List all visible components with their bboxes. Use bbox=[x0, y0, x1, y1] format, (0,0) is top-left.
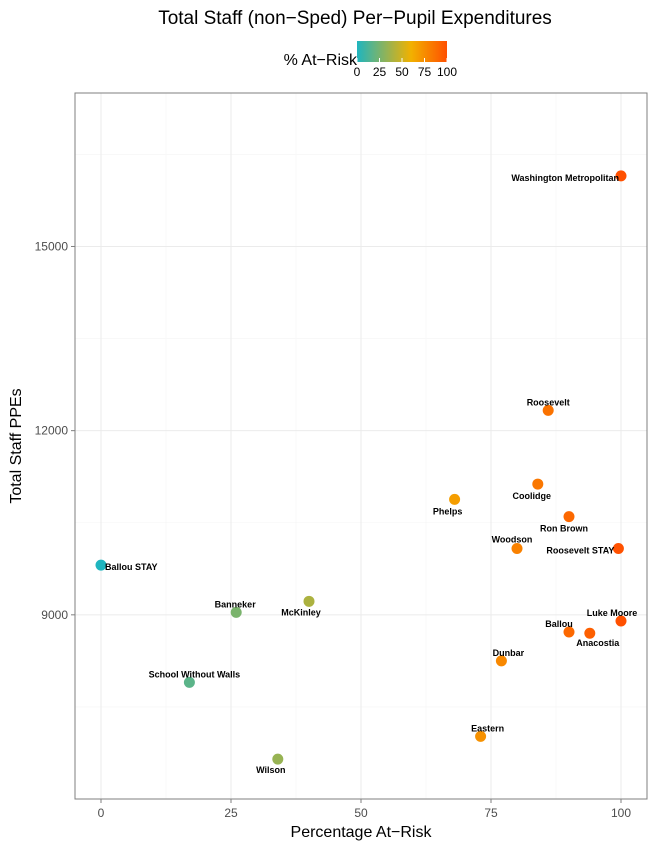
point-labels: Washington Metropolitan Roosevelt Coolidge… bbox=[105, 173, 637, 775]
point-label: Roosevelt STAY bbox=[546, 546, 614, 556]
data-point bbox=[272, 753, 284, 765]
data-point bbox=[495, 655, 507, 667]
legend-tick-label: 25 bbox=[373, 65, 387, 79]
x-tick-label: 75 bbox=[484, 806, 498, 820]
x-tick-label: 25 bbox=[224, 806, 238, 820]
y-tick-label: 15000 bbox=[35, 239, 69, 253]
data-point bbox=[563, 626, 575, 638]
y-tick-label: 12000 bbox=[35, 424, 69, 438]
point-label: Eastern bbox=[471, 723, 504, 733]
data-point bbox=[230, 606, 242, 618]
point-label: Woodson bbox=[492, 535, 533, 545]
point-label: Phelps bbox=[433, 506, 463, 516]
point-label: Coolidge bbox=[513, 491, 552, 501]
point-label: Banneker bbox=[215, 599, 257, 609]
legend-tick-label: 75 bbox=[418, 65, 432, 79]
data-point bbox=[584, 627, 596, 639]
data-point bbox=[475, 730, 487, 742]
data-point bbox=[183, 676, 195, 688]
x-tick-label: 0 bbox=[98, 806, 105, 820]
point-label: Ballou STAY bbox=[105, 562, 158, 572]
y-axis-label: Total Staff PPEs bbox=[8, 388, 25, 503]
y-axis: 9000 12000 15000 bbox=[35, 239, 75, 622]
point-label: Luke Moore bbox=[587, 608, 638, 618]
x-tick-label: 50 bbox=[354, 806, 368, 820]
legend-title: % At−Risk bbox=[284, 52, 358, 69]
data-point bbox=[303, 595, 315, 607]
legend-tick-label: 0 bbox=[354, 65, 361, 79]
data-point bbox=[95, 559, 107, 571]
legend-colorbar bbox=[357, 41, 447, 62]
point-label: Anacostia bbox=[576, 638, 620, 648]
legend-tick-label: 100 bbox=[437, 65, 457, 79]
data-point bbox=[615, 170, 627, 182]
point-label: Washington Metropolitan bbox=[511, 173, 619, 183]
point-label: Wilson bbox=[256, 765, 285, 775]
data-point bbox=[563, 511, 575, 523]
x-axis-label: Percentage At−Risk bbox=[291, 824, 433, 841]
point-label: Dunbar bbox=[493, 648, 525, 658]
x-axis: 0 25 50 75 100 bbox=[98, 799, 631, 820]
data-point bbox=[511, 543, 523, 555]
y-tick-label: 9000 bbox=[41, 608, 68, 622]
legend-tick-label: 50 bbox=[395, 65, 409, 79]
point-label: Roosevelt bbox=[527, 397, 570, 407]
point-label: Ron Brown bbox=[540, 524, 588, 534]
point-label: McKinley bbox=[281, 607, 321, 617]
data-point bbox=[449, 493, 461, 505]
data-point bbox=[615, 615, 627, 627]
x-tick-label: 100 bbox=[611, 806, 631, 820]
data-points bbox=[95, 170, 627, 765]
point-label: School Without Walls bbox=[149, 669, 241, 679]
point-label: Ballou bbox=[545, 619, 573, 629]
data-point bbox=[532, 478, 544, 490]
data-point bbox=[612, 543, 624, 555]
data-point bbox=[542, 404, 554, 416]
grid bbox=[75, 93, 647, 799]
legend-ticks: 0 25 50 75 100 bbox=[354, 58, 457, 79]
chart-title: Total Staff (non−Sped) Per−Pupil Expendi… bbox=[158, 8, 552, 29]
